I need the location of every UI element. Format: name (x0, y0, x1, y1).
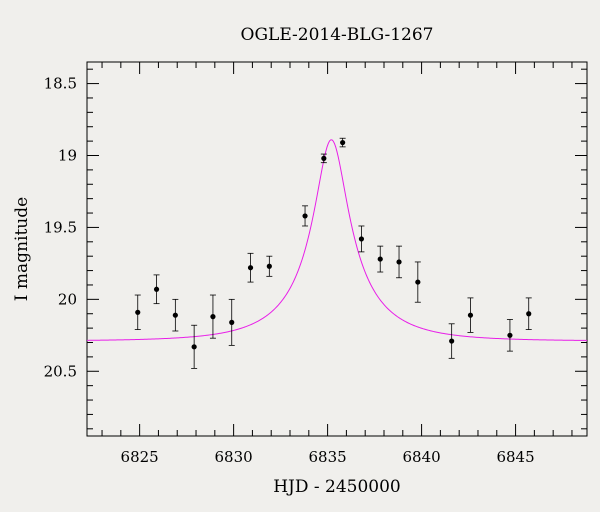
data-point (467, 297, 474, 333)
point-marker (247, 265, 254, 271)
x-axis-label: HJD - 2450000 (273, 477, 401, 497)
x-tick-label: 6845 (496, 448, 534, 466)
x-tick-label: 6840 (402, 448, 440, 466)
y-tick-label: 20.5 (44, 362, 77, 380)
data-point (320, 153, 327, 164)
y-tick-label: 20 (58, 290, 77, 308)
point-marker (467, 312, 474, 318)
plot-frame (86, 61, 588, 437)
point-marker (507, 332, 513, 338)
y-tick-labels: 18.5 19 19.5 20 20.5 (44, 75, 77, 381)
y-tick-label: 19 (58, 147, 77, 165)
point-marker (229, 319, 235, 325)
model-curve (86, 139, 588, 341)
data-point (266, 255, 273, 277)
data-point (302, 205, 309, 227)
point-marker (449, 338, 455, 344)
data-point (506, 319, 513, 352)
y-tick-label: 18.5 (44, 75, 77, 93)
data-point (339, 137, 346, 148)
point-marker (302, 213, 308, 219)
data-point (134, 294, 141, 330)
data-point (228, 298, 235, 346)
point-marker (266, 263, 272, 269)
chart-title: OGLE-2014-BLG-1267 (241, 25, 434, 45)
data-point (247, 252, 254, 283)
data-point (396, 245, 403, 279)
axis-ticks (87, 62, 587, 436)
data-point (414, 261, 421, 303)
point-marker (396, 259, 402, 265)
data-points (134, 137, 532, 369)
data-point (377, 245, 384, 273)
data-point (448, 323, 455, 359)
data-point (209, 294, 216, 339)
point-marker (135, 309, 141, 315)
y-tick-label: 19.5 (44, 218, 77, 236)
data-point (153, 274, 160, 305)
x-tick-label: 6830 (215, 448, 253, 466)
point-marker (377, 256, 383, 262)
point-marker (526, 311, 532, 317)
x-tick-label: 6825 (121, 448, 159, 466)
point-marker (415, 279, 421, 285)
data-point (525, 297, 532, 330)
data-point (191, 324, 198, 369)
point-marker (340, 139, 346, 146)
point-marker (321, 155, 327, 161)
point-marker (358, 236, 365, 242)
point-marker (172, 312, 178, 318)
point-marker (191, 344, 197, 350)
data-point (172, 298, 179, 332)
point-marker (153, 286, 160, 292)
data-point (358, 225, 365, 253)
point-marker (210, 314, 216, 320)
x-tick-label: 6835 (309, 448, 347, 466)
x-tick-labels: 6825 6830 6835 6840 6845 (121, 448, 535, 466)
y-axis-label: I magnitude (12, 197, 32, 301)
